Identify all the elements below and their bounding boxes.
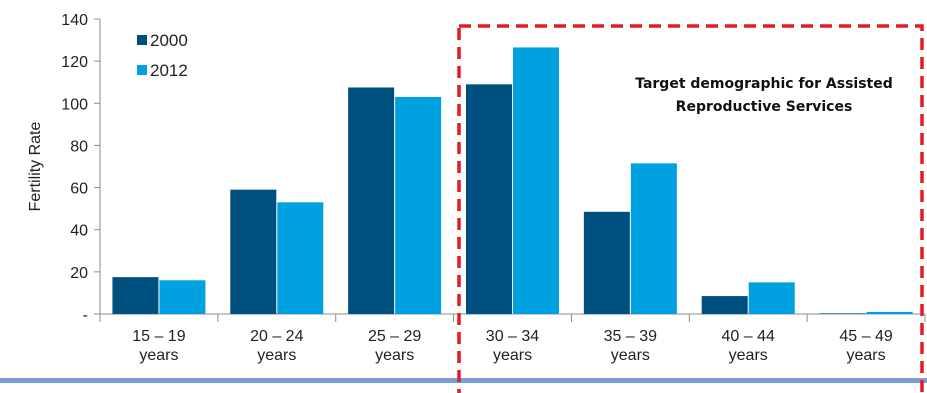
bar-2012 — [277, 202, 324, 314]
y-axis-title: Fertility Rate — [27, 122, 44, 212]
y-tick-label: 120 — [61, 54, 88, 71]
x-category-label: 40 – 44 — [722, 328, 775, 345]
legend-label-2012: 2012 — [150, 61, 188, 80]
bar-2000 — [466, 84, 512, 314]
y-tick-label: 100 — [61, 96, 88, 113]
x-category-label: 15 – 19 — [132, 328, 185, 345]
y-tick-label: 20 — [70, 265, 88, 282]
bar-2000 — [819, 313, 866, 314]
x-category-label: 35 – 39 — [604, 328, 657, 345]
annotation-text: Reproductive Services — [676, 99, 853, 115]
y-tick-label: 140 — [61, 12, 88, 29]
x-category-label: years — [611, 347, 650, 364]
x-category-label: years — [729, 347, 768, 364]
y-tick-label: 60 — [70, 181, 88, 198]
annotation-text: Target demographic for Assisted — [635, 76, 893, 92]
x-category-label: years — [375, 347, 414, 364]
bar-2012 — [159, 280, 206, 314]
y-tick-label: 40 — [70, 223, 88, 240]
x-category-label: years — [139, 347, 178, 364]
legend-label-2000: 2000 — [150, 31, 188, 50]
bottom-rule — [0, 378, 927, 383]
legend-swatch-2000 — [137, 35, 147, 45]
bar-2000 — [701, 296, 748, 314]
y-tick-label: 80 — [70, 138, 88, 155]
x-category-label: 30 – 34 — [486, 328, 539, 345]
bar-2000 — [348, 87, 395, 314]
x-category-label: years — [257, 347, 296, 364]
legend-swatch-2012 — [137, 65, 147, 75]
y-tick-label: - — [83, 307, 88, 324]
x-category-label: years — [847, 347, 886, 364]
bar-2000 — [112, 277, 159, 314]
x-category-label: 25 – 29 — [368, 328, 421, 345]
bar-2000 — [583, 211, 630, 314]
bar-2012 — [748, 282, 795, 314]
bar-2012 — [630, 163, 677, 314]
x-category-label: 20 – 24 — [250, 328, 303, 345]
highlight-box — [457, 24, 924, 393]
bar-2012 — [866, 311, 913, 314]
bar-2012 — [395, 96, 442, 314]
bar-2012 — [513, 47, 559, 314]
x-category-label: 45 – 49 — [839, 328, 892, 345]
x-category-label: years — [493, 347, 532, 364]
bar-2000 — [230, 189, 277, 314]
